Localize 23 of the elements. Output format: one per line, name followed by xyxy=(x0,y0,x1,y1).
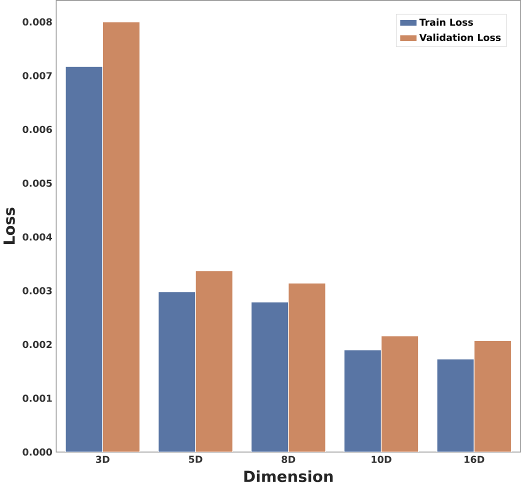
y-tick-label: 0.001 xyxy=(22,394,52,402)
bar xyxy=(195,270,233,452)
y-tick-label: 0.008 xyxy=(22,18,52,26)
x-tick-label: 16D xyxy=(464,456,484,464)
y-axis-title: Loss xyxy=(4,208,15,244)
x-tick-label: 5D xyxy=(188,456,202,464)
y-tick-label: 0.004 xyxy=(22,234,52,241)
y-tick-label: 0.007 xyxy=(22,72,52,80)
y-tick-label: 0.005 xyxy=(22,180,52,187)
y-tick-label: 0.003 xyxy=(22,287,52,295)
x-axis-title: Dimension xyxy=(244,470,333,482)
bar xyxy=(380,336,419,452)
x-tick-label: 3D xyxy=(96,456,110,464)
y-tick-label: 0.000 xyxy=(22,448,52,456)
bar xyxy=(288,283,326,452)
x-tick-label: 10D xyxy=(372,456,392,464)
legend-label: Validation Loss xyxy=(419,34,501,42)
y-tick-label: 0.002 xyxy=(22,341,52,348)
y-tick-label: 0.006 xyxy=(22,126,52,134)
x-tick-label: 8D xyxy=(282,456,296,464)
bar xyxy=(474,340,512,452)
bar xyxy=(102,22,140,452)
legend-label: Train Loss xyxy=(419,18,473,26)
